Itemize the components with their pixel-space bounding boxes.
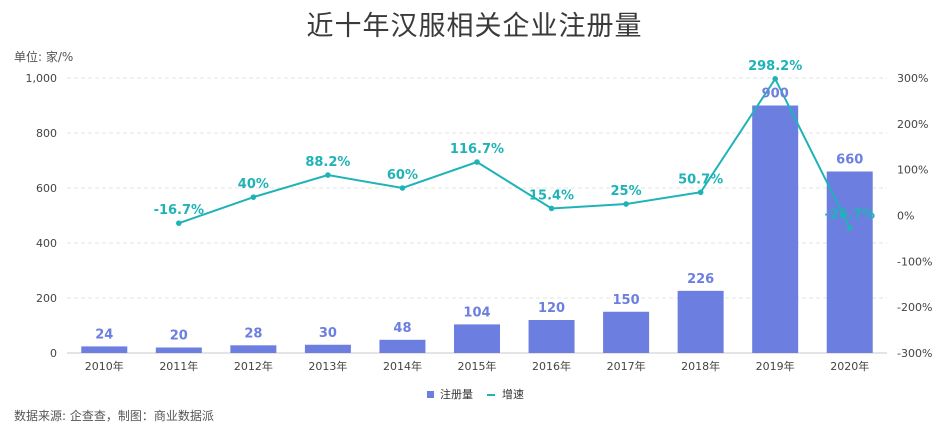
bar-value-label: 120 [538,301,565,316]
y-right-tick-label: -200% [897,301,932,314]
bar-value-label: 104 [463,305,490,320]
bar [677,290,724,353]
bar [304,344,351,353]
growth-point [474,159,480,165]
axes: 0 200 400 600 800 1,000 -300% -200% -100% 0% 100% 2… [26,72,933,373]
line-series [176,76,853,231]
y-right-tick-label: 300% [897,72,928,85]
bar [155,347,202,353]
y-right-tick-label: -300% [897,347,932,360]
growth-point [846,224,853,231]
x-tick-label: 2010年 [85,359,124,373]
bar-series [81,105,873,353]
y-left-tick-label: 800 [36,127,57,140]
data-labels: 24 20 28 30 48 104 120 150 226 900 660 -16.7% 40% 88.… [95,59,875,344]
x-tick-label: 2011年 [159,359,198,373]
growth-line [178,76,851,229]
bar-value-label: 30 [319,326,337,341]
bar [826,171,873,353]
x-tick-label: 2019年 [756,359,795,373]
growth-value-label: 40% [238,177,269,192]
y-right-tick-label: -100% [897,255,932,268]
bar [230,345,277,353]
y-left-tick-label: 200 [36,292,57,305]
bar [528,320,575,353]
bar-value-label: 900 [762,87,789,102]
legend-bar-swatch [427,391,434,398]
y-right-tick-label: 0% [897,210,914,223]
bar-value-label: 660 [836,153,863,168]
bar-value-label: 28 [244,326,262,341]
unit-label: 单位: 家/% [14,50,74,64]
growth-value-label: -16.7% [154,203,205,218]
growth-value-label: 50.7% [678,172,723,187]
bar [454,324,500,353]
growth-point [325,172,331,178]
x-tick-label: 2013年 [308,359,347,373]
growth-point [548,205,555,212]
legend: 注册量 增速 [427,387,524,401]
x-tick-label: 2014年 [383,359,422,373]
growth-point [399,185,406,191]
growth-point [176,220,182,226]
growth-value-label: 25% [611,184,642,199]
source-note: 数据来源: 企查查，制图：商业数据派 [14,409,214,423]
y-left-tick-label: 400 [36,237,57,250]
bar-value-label: 48 [393,321,411,336]
x-tick-label: 2016年 [532,359,571,373]
x-tick-label: 2012年 [234,359,273,373]
legend-line-label: 增速 [502,387,524,401]
growth-value-label: 60% [387,168,418,183]
x-tick-label: 2017年 [607,359,646,373]
bar-value-label: 24 [95,327,113,342]
bar [81,346,128,353]
y-left-tick-label: 0 [50,347,57,360]
legend-bar-label: 注册量 [440,387,473,401]
bar-value-label: 226 [687,272,714,287]
x-tick-label: 2018年 [681,359,720,373]
growth-point [772,76,778,82]
bar-value-label: 20 [170,329,188,344]
growth-point [697,189,704,196]
growth-value-label: 116.7% [450,142,504,157]
bar [752,105,799,353]
x-tick-label: 2015年 [458,359,497,373]
y-right-tick-label: 100% [897,164,928,177]
chart-title: 近十年汉服相关企业注册量 [306,11,643,42]
growth-point [250,194,257,200]
growth-value-label: -26.7% [824,208,875,223]
growth-value-label: 88.2% [305,155,350,170]
bar [379,339,426,353]
x-tick-label: 2020年 [830,359,869,373]
y-right-tick-label: 200% [897,118,928,131]
growth-point [623,201,629,207]
growth-value-label: 298.2% [748,59,802,74]
bar-value-label: 150 [613,293,640,308]
y-left-tick-label: 1,000 [26,72,58,85]
growth-value-label: 15.4% [529,188,574,203]
bar [603,311,650,353]
y-left-tick-label: 600 [36,182,57,195]
